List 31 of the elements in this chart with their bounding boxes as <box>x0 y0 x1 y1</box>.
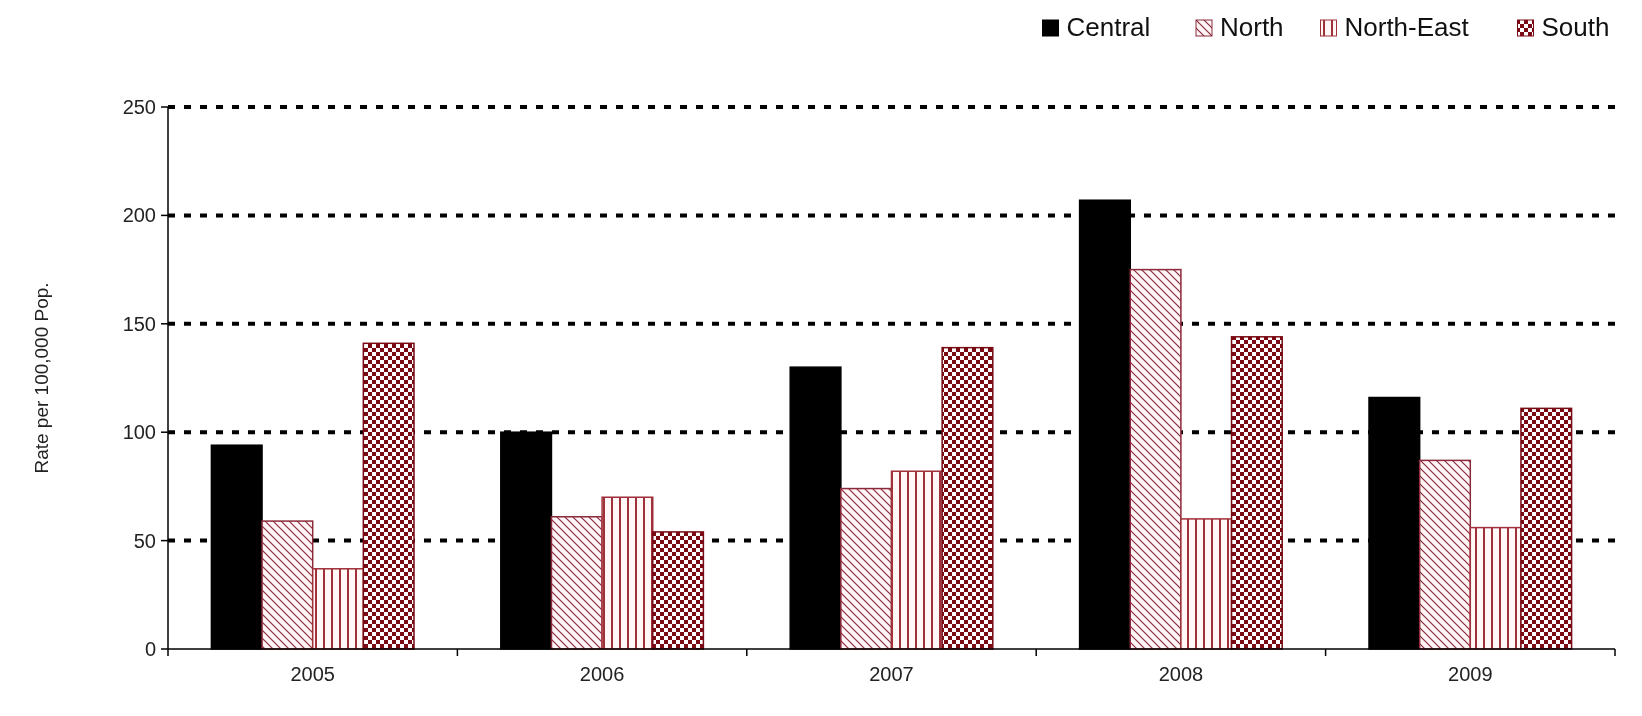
bar <box>550 516 603 650</box>
bar <box>362 342 415 650</box>
y-tick-label: 200 <box>122 204 156 227</box>
legend-label: Central <box>1066 12 1151 42</box>
legend-label: South <box>1541 12 1610 42</box>
x-tick-label: 2009 <box>1448 663 1493 685</box>
x-tick-label: 2005 <box>290 663 335 685</box>
bar <box>890 470 943 650</box>
x-tick-label: 2008 <box>1158 663 1204 685</box>
bar <box>311 568 365 650</box>
x-tick-label: 2007 <box>869 663 914 685</box>
bar <box>840 487 893 650</box>
y-tick-label: 250 <box>122 96 156 118</box>
bar <box>1180 518 1233 650</box>
x-tick-label: 2006 <box>579 663 625 685</box>
legend-label: North <box>1220 12 1284 42</box>
bar <box>261 520 314 650</box>
bar <box>1520 407 1573 650</box>
bar <box>652 531 705 650</box>
bar <box>1129 268 1182 650</box>
bar <box>601 496 654 650</box>
y-axis-title: Rate per 100,000 Pop. <box>31 282 52 474</box>
bar <box>941 346 994 650</box>
y-tick-label: 150 <box>122 312 156 335</box>
legend-label: North-East <box>1344 12 1470 42</box>
bar <box>1230 336 1283 650</box>
y-tick-label: 50 <box>133 529 156 552</box>
y-tick-label: 100 <box>122 421 156 444</box>
y-tick-label: 0 <box>144 638 156 660</box>
bar <box>1469 526 1522 650</box>
bar <box>1418 459 1472 650</box>
